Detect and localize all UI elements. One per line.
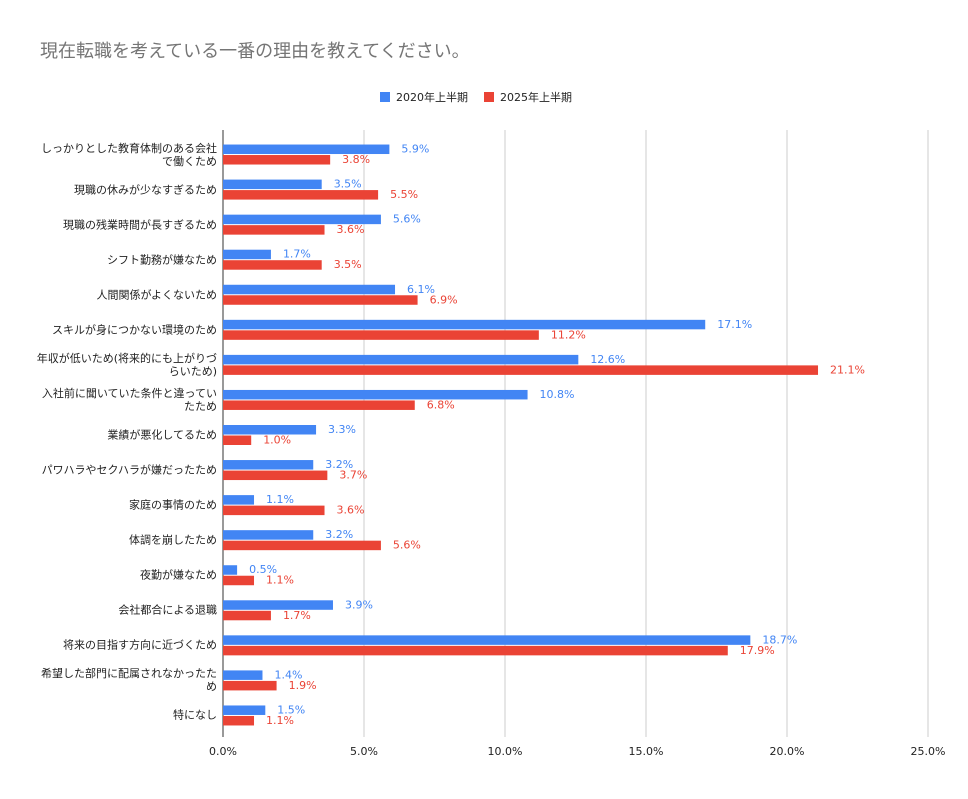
bar	[223, 190, 379, 200]
category-label: 希望した部門に配属されなかったため	[41, 667, 217, 694]
legend-swatch	[380, 92, 390, 102]
data-label: 17.9%	[740, 644, 775, 657]
category-label: 将来の目指す方向に近づくため	[63, 638, 217, 652]
x-tick-label: 10.0%	[488, 745, 523, 758]
category-label: シフト勤務が嫌なため	[107, 253, 217, 267]
data-label: 11.2%	[551, 328, 586, 341]
data-label: 3.7%	[339, 469, 367, 482]
category-label: 人間関係がよくないため	[96, 288, 217, 302]
data-label: 5.6%	[393, 539, 421, 552]
legend-label: 2025年上半期	[500, 90, 572, 104]
data-label: 1.5%	[277, 703, 305, 716]
data-label: 5.9%	[401, 143, 429, 156]
x-tick-label: 15.0%	[629, 745, 664, 758]
bar	[223, 705, 266, 715]
bar	[223, 565, 238, 575]
bar	[223, 670, 263, 680]
data-label: 1.1%	[266, 574, 294, 587]
data-label: 12.6%	[590, 353, 625, 366]
data-label: 18.7%	[762, 633, 797, 646]
category-label: 現職の残業時間が長すぎるため	[63, 218, 217, 232]
x-tick-label: 5.0%	[350, 745, 378, 758]
bar	[223, 214, 381, 225]
bar	[223, 505, 325, 516]
data-label: 0.5%	[249, 563, 277, 576]
bar	[223, 319, 706, 330]
category-label: 年収が低いため(将来的にも上がりづらいため)	[36, 351, 217, 378]
data-label: 3.9%	[345, 598, 373, 611]
bar	[223, 460, 314, 470]
data-label: 3.6%	[337, 504, 365, 517]
bar	[223, 495, 255, 505]
data-label: 3.6%	[337, 223, 365, 236]
bar	[223, 635, 751, 645]
data-label: 3.2%	[325, 458, 353, 471]
category-label: 夜勤が嫌なため	[140, 568, 217, 582]
bar	[223, 330, 539, 340]
bar	[223, 435, 252, 445]
data-label: 1.1%	[266, 714, 294, 727]
data-label: 1.7%	[283, 248, 311, 261]
data-label: 3.5%	[334, 178, 362, 191]
data-label: 3.2%	[325, 528, 353, 541]
data-label: 21.1%	[830, 363, 865, 376]
data-label: 1.9%	[289, 679, 317, 692]
bar	[223, 179, 322, 190]
bar	[223, 575, 255, 586]
category-label: 入社前に聞いていた条件と違っていたため	[41, 386, 217, 413]
x-tick-label: 25.0%	[911, 745, 946, 758]
data-label: 5.5%	[390, 188, 418, 201]
data-label: 1.4%	[274, 668, 302, 681]
category-label: 現職の休みが少なすぎるため	[74, 183, 217, 197]
bar	[223, 470, 328, 481]
bar	[223, 715, 255, 726]
bar	[223, 295, 418, 305]
bar	[223, 144, 390, 155]
category-label: 家庭の事情のため	[129, 498, 217, 512]
bar	[223, 155, 331, 165]
bar	[223, 284, 396, 295]
bar	[223, 530, 314, 540]
data-label: 3.5%	[334, 258, 362, 271]
data-label: 5.6%	[393, 213, 421, 226]
bar	[223, 249, 271, 260]
data-label: 17.1%	[717, 318, 752, 331]
bar	[223, 680, 277, 691]
bar	[223, 400, 415, 410]
data-label: 1.0%	[263, 434, 291, 447]
data-label: 6.1%	[407, 283, 435, 296]
category-label: 会社都合による退職	[118, 603, 217, 617]
bar	[223, 365, 819, 375]
data-label: 1.7%	[283, 609, 311, 622]
data-label: 3.8%	[342, 153, 370, 166]
category-label: 特になし	[173, 708, 217, 722]
category-label: しっかりとした教育体制のある会社で働くため	[41, 141, 217, 168]
bar	[223, 645, 728, 656]
bar	[223, 540, 381, 551]
data-label: 6.9%	[430, 293, 458, 306]
bar	[223, 425, 317, 435]
data-label: 10.8%	[540, 388, 575, 401]
category-label: 体調を崩したため	[129, 533, 217, 547]
bar	[223, 610, 271, 621]
bar	[223, 260, 322, 270]
legend-swatch	[484, 92, 494, 102]
x-tick-label: 20.0%	[770, 745, 805, 758]
bar	[223, 354, 579, 365]
bar	[223, 600, 333, 610]
data-label: 1.1%	[266, 493, 294, 506]
bar	[223, 225, 325, 235]
category-label: スキルが身につかない環境のため	[52, 323, 217, 337]
bar	[223, 389, 528, 400]
legend-label: 2020年上半期	[396, 90, 468, 104]
chart-title: 現在転職を考えている一番の理由を教えてください。	[40, 41, 470, 62]
category-label: パワハラやセクハラが嫌だったため	[41, 463, 217, 477]
category-label: 業績が悪化してるため	[107, 428, 217, 442]
data-label: 6.8%	[427, 398, 455, 411]
x-tick-label: 0.0%	[209, 745, 237, 758]
data-label: 3.3%	[328, 423, 356, 436]
